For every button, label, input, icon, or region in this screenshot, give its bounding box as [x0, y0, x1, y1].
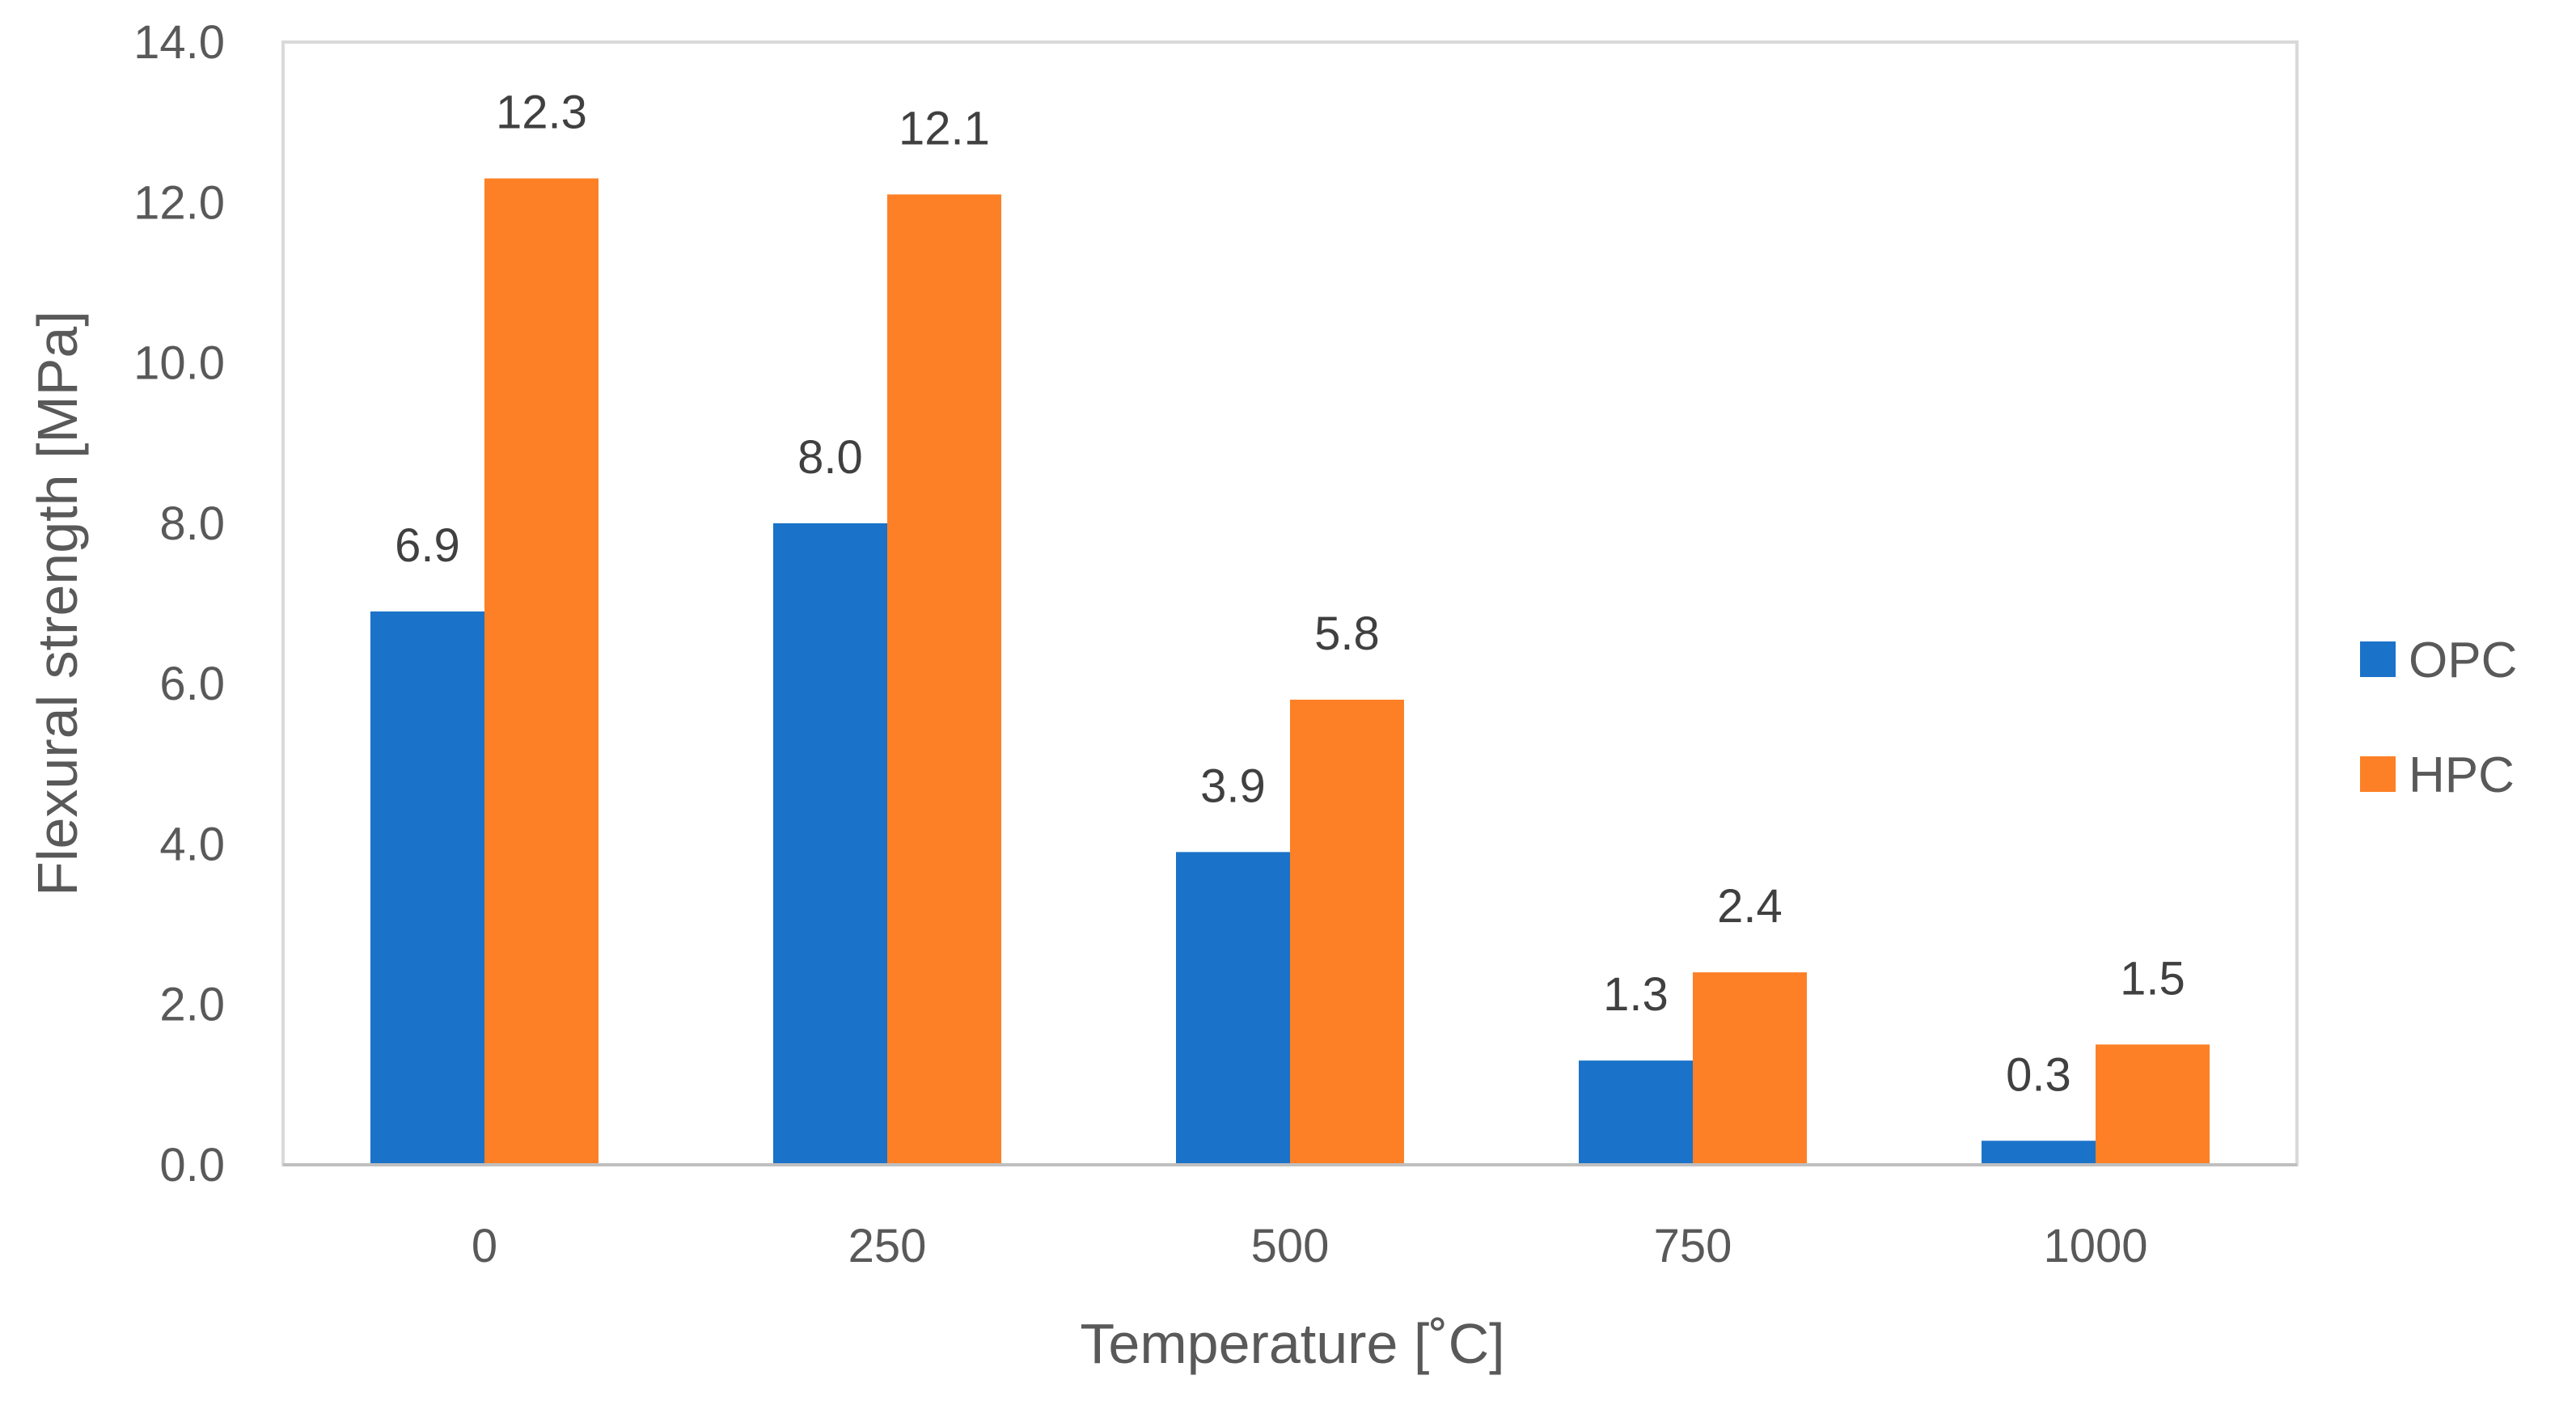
legend-label-opc: OPC	[2409, 633, 2517, 688]
data-label-hpc-500: 5.8	[1314, 607, 1380, 660]
y-axis-title: Flexural strength [MPa]	[26, 311, 89, 896]
bar-opc-0	[370, 611, 484, 1165]
data-label-opc-500: 3.9	[1200, 760, 1266, 812]
bars-layer	[370, 178, 2210, 1166]
y-tick-label: 2.0	[159, 979, 225, 1031]
bar-opc-250	[773, 523, 887, 1165]
legend-label-hpc: HPC	[2409, 747, 2515, 803]
legend-swatch-hpc	[2360, 756, 2396, 792]
data-label-opc-750: 1.3	[1603, 968, 1669, 1021]
x-axis-title: Temperature [˚C]	[1080, 1312, 1504, 1375]
data-label-opc-0: 6.9	[395, 519, 460, 572]
data-label-hpc-750: 2.4	[1717, 880, 1783, 933]
y-axis-ticks: 0.0 2.0 4.0 6.0 8.0 10.0 12.0 14.0	[133, 16, 225, 1191]
y-tick-label: 8.0	[159, 497, 225, 550]
legend: OPC HPC	[2360, 633, 2517, 803]
y-tick-label: 14.0	[133, 16, 225, 69]
data-label-hpc-1000: 1.5	[2120, 952, 2185, 1005]
y-tick-label: 6.0	[159, 658, 225, 710]
y-tick-label: 12.0	[133, 176, 225, 229]
x-axis-ticks: 0 250 500 750 1000	[472, 1220, 2148, 1272]
legend-swatch-opc	[2360, 641, 2396, 677]
data-label-hpc-0: 12.3	[496, 87, 587, 139]
data-label-opc-250: 8.0	[797, 431, 863, 484]
data-label-hpc-250: 12.1	[899, 102, 990, 154]
bar-opc-750	[1579, 1060, 1693, 1165]
bar-hpc-500	[1290, 699, 1404, 1165]
bar-hpc-750	[1693, 972, 1807, 1165]
y-tick-label: 10.0	[133, 337, 225, 390]
y-tick-label: 4.0	[159, 818, 225, 870]
y-tick-label: 0.0	[159, 1139, 225, 1191]
bar-opc-1000	[1982, 1141, 2096, 1165]
data-labels: 6.9 12.3 8.0 12.1 3.9 5.8 1.3 2.4 0.3 1.5	[395, 87, 2185, 1102]
data-label-opc-1000: 0.3	[2006, 1048, 2071, 1101]
x-tick-label: 750	[1654, 1220, 1732, 1272]
x-tick-label: 0	[472, 1220, 497, 1272]
x-tick-label: 250	[848, 1220, 927, 1272]
bar-hpc-250	[887, 194, 1001, 1165]
x-tick-label: 1000	[2043, 1220, 2147, 1272]
bar-opc-500	[1176, 852, 1290, 1165]
x-tick-label: 500	[1251, 1220, 1330, 1272]
bar-hpc-0	[484, 178, 599, 1166]
bar-hpc-1000	[2096, 1044, 2210, 1165]
